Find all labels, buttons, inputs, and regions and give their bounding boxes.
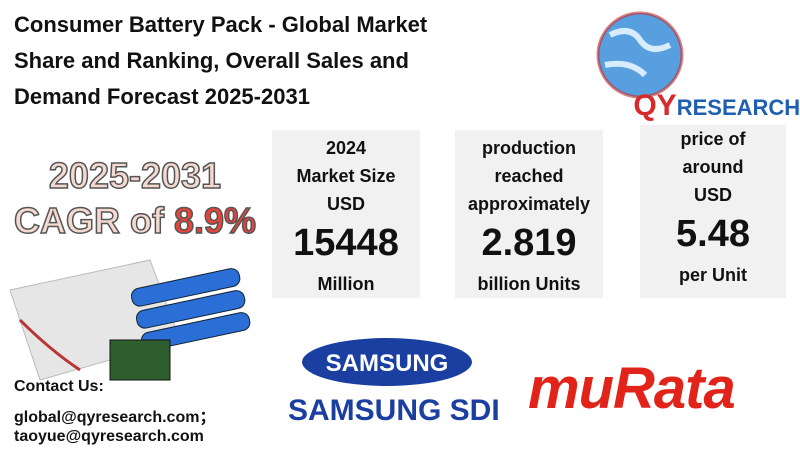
- stat-text: price of: [680, 129, 746, 149]
- stat-unit: billion Units: [477, 274, 581, 294]
- title-line: Consumer Battery Pack - Global Market: [14, 12, 428, 37]
- murata-logo: muRata: [528, 356, 736, 421]
- stat-text: Market Size: [296, 166, 396, 186]
- stat-text: around: [682, 157, 744, 177]
- stat-text: reached: [494, 166, 564, 186]
- stat-box: 2024 Market Size USD 15448 Million: [272, 130, 420, 298]
- logo-prefix: QY: [633, 89, 677, 122]
- stat-unit: per Unit: [678, 265, 747, 285]
- logo-text: QYRESEARCH: [600, 55, 800, 157]
- stat-text: 2024: [325, 138, 367, 158]
- contact-email: taoyue@qyresearch.com: [14, 428, 204, 445]
- samsung-logo: SAMSUNG: [302, 338, 472, 386]
- contact-email: global@qyresearch.com；: [14, 409, 216, 426]
- title-line: Demand Forecast 2025-2031: [14, 84, 310, 109]
- logo-suffix: RESEARCH: [676, 95, 800, 120]
- stat-text: USD: [693, 185, 732, 205]
- samsung-text: SAMSUNG: [326, 350, 449, 377]
- cagr-period: 2025-2031: [48, 154, 222, 197]
- stat-box: production reached approximately 2.819 b…: [455, 130, 603, 298]
- stat-text: production: [482, 138, 576, 158]
- cagr-text: CAGR of 8.9%: [0, 199, 270, 242]
- stat-value: 2.819: [481, 222, 577, 264]
- cagr-rate: 8.9%: [173, 199, 257, 242]
- stat-value: 5.48: [676, 213, 750, 255]
- logo-graphic: [596, 11, 684, 99]
- cagr-label: CAGR of: [13, 199, 174, 242]
- contact-heading: Contact Us:: [14, 378, 104, 395]
- stat-text: USD: [326, 194, 365, 214]
- samsung-sdi: SAMSUNG SDI: [288, 394, 500, 427]
- stat-unit: Million: [317, 274, 375, 294]
- title-line: Share and Ranking, Overall Sales and: [14, 48, 409, 73]
- battery-image: [9, 259, 251, 381]
- stat-text: approximately: [467, 194, 591, 214]
- stat-value: 15448: [293, 222, 399, 264]
- stat-box: price of around USD 5.48 per Unit: [640, 125, 786, 298]
